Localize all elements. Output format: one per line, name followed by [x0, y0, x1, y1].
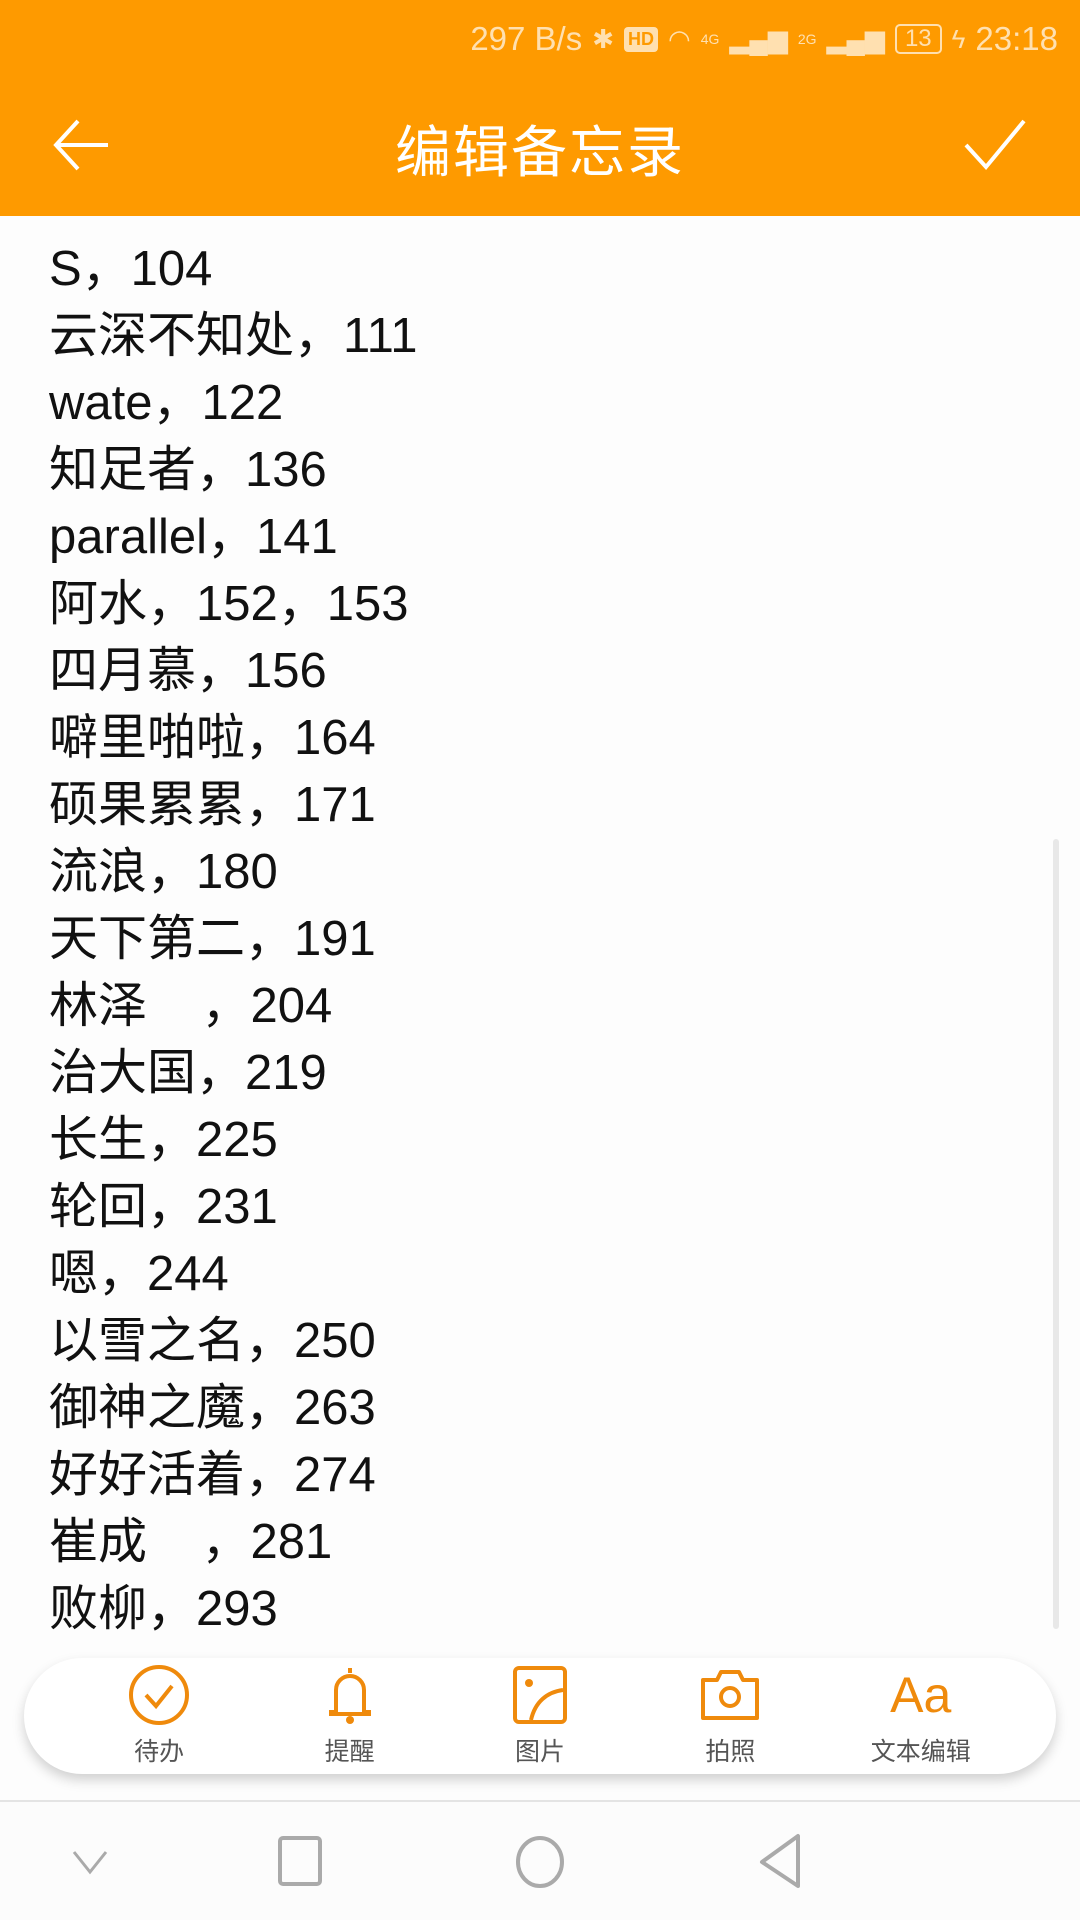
camera-label: 拍照 [705, 1737, 756, 1766]
signal-icon: ▂▄▆ [729, 23, 788, 54]
image-button[interactable]: 图片 [465, 1664, 615, 1768]
memo-text-area[interactable]: S，104 云深不知处，111 wate，122 知足者，136 parallel，14… [49, 236, 417, 1643]
memo-line: 治大国，219 [49, 1046, 327, 1100]
text-edit-label: 文本编辑 [870, 1737, 971, 1766]
memo-line: 云深不知处，111 [49, 309, 418, 363]
text-format-icon: Aa [890, 1667, 952, 1723]
page-title: 编辑备忘录 [395, 121, 685, 186]
bluetooth-icon: ✱ [592, 23, 615, 54]
memo-line: 嗯，244 [49, 1247, 229, 1301]
app-header: 297 B/s ✱ HD ◠ 4G ▂▄▆ 2G ▂▄▆ 13 ϟ 23:18 编辑… [0, 0, 1080, 216]
todo-button[interactable]: 待办 [84, 1664, 234, 1768]
memo-line: 好好活着，274 [49, 1448, 376, 1502]
memo-line: 知足者，136 [49, 443, 327, 497]
memo-line: 硕果累累，171 [49, 778, 376, 832]
reminder-label: 提醒 [324, 1737, 375, 1766]
memo-line: 轮回，231 [49, 1180, 278, 1234]
system-nav-bar [0, 1802, 1080, 1920]
net1-label: 4G [700, 31, 720, 47]
memo-line: parallel，141 [49, 510, 338, 564]
bottom-toolbar: 待办 提醒 图片 拍照 Aa 文本编辑 [24, 1658, 1056, 1774]
camera-icon [701, 1670, 760, 1720]
memo-line: 噼里啪啦，164 [49, 711, 376, 765]
signal-icon: ▂▄▆ [826, 23, 885, 54]
image-icon [512, 1666, 567, 1724]
home-icon[interactable] [514, 1832, 566, 1892]
image-label: 图片 [514, 1737, 565, 1766]
memo-line: 长生，225 [49, 1113, 278, 1167]
divider [0, 1800, 1080, 1802]
status-bar: 297 B/s ✱ HD ◠ 4G ▂▄▆ 2G ▂▄▆ 13 ϟ 23:18 [470, 14, 1058, 64]
memo-line: wate，122 [49, 376, 284, 430]
memo-line: 以雪之名，250 [49, 1314, 376, 1368]
battery-icon: 13 [894, 24, 942, 54]
bell-icon [328, 1668, 371, 1724]
memo-line: 御神之魔，263 [49, 1381, 376, 1435]
save-check-icon[interactable] [962, 115, 1028, 175]
chevron-down-icon[interactable] [70, 1832, 110, 1892]
memo-line: 流浪，180 [49, 845, 278, 899]
todo-label: 待办 [134, 1737, 185, 1766]
net2-label: 2G [797, 31, 817, 47]
hd-icon: HD [624, 26, 659, 52]
charging-icon: ϟ [951, 23, 966, 54]
back-nav-icon[interactable] [756, 1832, 806, 1892]
reminder-button[interactable]: 提醒 [275, 1664, 425, 1768]
clock: 23:18 [975, 20, 1058, 57]
todo-check-icon [129, 1665, 190, 1725]
memo-line: 林泽 ，204 [49, 979, 333, 1033]
memo-line: 阿水，152，153 [49, 577, 409, 631]
memo-line: 天下第二，191 [49, 912, 376, 966]
camera-button[interactable]: 拍照 [655, 1664, 805, 1768]
memo-line: 败柳，293 [49, 1582, 278, 1636]
memo-line: 崔成 ，281 [49, 1515, 333, 1569]
memo-line: S，104 [49, 242, 213, 296]
text-edit-button[interactable]: Aa 文本编辑 [846, 1664, 996, 1768]
net-speed: 297 B/s [470, 20, 583, 57]
recent-apps-icon[interactable] [276, 1832, 326, 1892]
memo-line: 四月慕，156 [49, 644, 327, 698]
back-arrow-icon[interactable] [52, 115, 112, 175]
wifi-icon: ◠ [668, 23, 691, 54]
scrollbar[interactable] [1053, 839, 1059, 1629]
